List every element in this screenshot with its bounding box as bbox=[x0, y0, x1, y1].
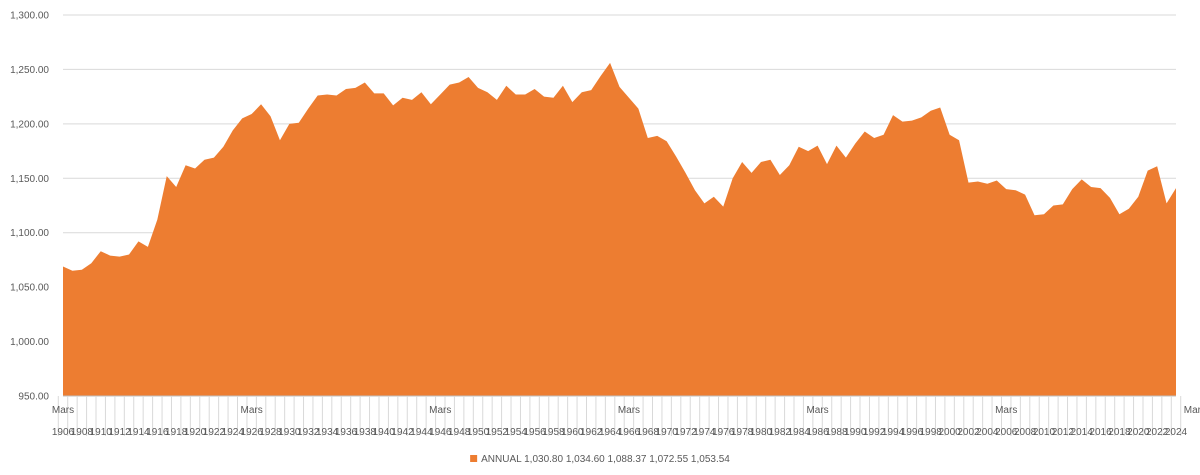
x-tick-label: 2018 bbox=[1108, 427, 1131, 438]
y-tick-label: 1,250.00 bbox=[10, 65, 49, 76]
y-tick-label: 1,300.00 bbox=[10, 11, 49, 22]
x-tick-label: 1962 bbox=[580, 427, 603, 438]
y-axis: 950.00 1,000.00 1,050.00 1,100.00 1,150.00 1,… bbox=[10, 11, 49, 403]
x-tick-label: 2024 bbox=[1165, 427, 1188, 438]
x-tick-label: 1998 bbox=[920, 427, 943, 438]
x-tick-label: 2010 bbox=[1033, 427, 1056, 438]
x-tick-label: 1918 bbox=[165, 427, 188, 438]
x-tick-label: 1942 bbox=[391, 427, 414, 438]
x-tick-label: 2008 bbox=[1014, 427, 1037, 438]
x-tick-label: 1992 bbox=[863, 427, 886, 438]
x-tick-label: 1956 bbox=[523, 427, 546, 438]
y-tick-label: 1,150.00 bbox=[10, 174, 49, 185]
x-tick-label: 1930 bbox=[278, 427, 301, 438]
x-tick-label: 1970 bbox=[656, 427, 679, 438]
x-group-label: Mars bbox=[1184, 405, 1200, 416]
x-tick-label: 1960 bbox=[561, 427, 584, 438]
legend-swatch bbox=[470, 455, 478, 462]
x-tick-label: 1910 bbox=[90, 427, 113, 438]
annual-area-series bbox=[63, 62, 1176, 397]
x-tick-label: 1938 bbox=[354, 427, 377, 438]
x-tick-label: 2012 bbox=[1052, 427, 1075, 438]
x-tick-label: 1972 bbox=[674, 427, 697, 438]
y-tick-label: 1,200.00 bbox=[10, 119, 49, 130]
x-tick-label: 1996 bbox=[901, 427, 924, 438]
x-tick-label: 1984 bbox=[788, 427, 811, 438]
x-group-label: Mars bbox=[806, 405, 828, 416]
x-tick-label: 1958 bbox=[542, 427, 565, 438]
x-tick-label: 1978 bbox=[731, 427, 754, 438]
x-tick-label: 2022 bbox=[1146, 427, 1169, 438]
y-tick-label: 1,100.00 bbox=[10, 228, 49, 239]
legend: ANNUAL 1,030.80 1,034.60 1,088.37 1,072.… bbox=[470, 454, 730, 465]
x-tick-label: 1908 bbox=[71, 427, 94, 438]
x-tick-label: 1968 bbox=[637, 427, 660, 438]
x-group-label: Mars bbox=[52, 405, 74, 416]
x-tick-label: 1994 bbox=[882, 427, 905, 438]
x-tick-label: 1928 bbox=[259, 427, 282, 438]
x-tick-label: 1988 bbox=[825, 427, 848, 438]
x-tick-label: 1948 bbox=[448, 427, 471, 438]
x-tick-label: 1906 bbox=[52, 427, 75, 438]
x-group-label: Mars bbox=[241, 405, 263, 416]
x-tick-label: 1936 bbox=[335, 427, 358, 438]
x-tick-label: 2014 bbox=[1071, 427, 1094, 438]
x-tick-label: 1990 bbox=[844, 427, 867, 438]
x-tick-label: 1952 bbox=[486, 427, 509, 438]
x-tick-label: 1920 bbox=[184, 427, 207, 438]
x-tick-label: 1926 bbox=[241, 427, 264, 438]
x-tick-label: 1924 bbox=[222, 427, 245, 438]
x-tick-label: 1974 bbox=[693, 427, 716, 438]
x-tick-label: 1932 bbox=[297, 427, 320, 438]
legend-label: ANNUAL 1,030.80 1,034.60 1,088.37 1,072.… bbox=[481, 454, 730, 465]
y-tick-label: 1,000.00 bbox=[10, 337, 49, 348]
x-axis: 1906190819101912191419161918192019221924… bbox=[52, 395, 1200, 438]
x-tick-label: 2000 bbox=[939, 427, 962, 438]
y-tick-label: 1,050.00 bbox=[10, 283, 49, 294]
x-tick-label: 1912 bbox=[108, 427, 131, 438]
x-group-label: Mars bbox=[429, 405, 451, 416]
x-tick-label: 1950 bbox=[467, 427, 490, 438]
x-tick-label: 1946 bbox=[429, 427, 452, 438]
x-tick-label: 1986 bbox=[806, 427, 829, 438]
x-tick-label: 2020 bbox=[1127, 427, 1150, 438]
x-tick-label: 1976 bbox=[712, 427, 735, 438]
x-tick-label: 2002 bbox=[957, 427, 980, 438]
x-tick-label: 1954 bbox=[505, 427, 528, 438]
x-group-label: Mars bbox=[995, 405, 1017, 416]
x-tick-label: 1940 bbox=[373, 427, 396, 438]
y-tick-label: 950.00 bbox=[18, 392, 49, 403]
x-tick-label: 2004 bbox=[976, 427, 999, 438]
x-tick-label: 1964 bbox=[599, 427, 622, 438]
x-tick-label: 2006 bbox=[995, 427, 1018, 438]
x-tick-label: 1944 bbox=[410, 427, 433, 438]
x-tick-label: 1922 bbox=[203, 427, 226, 438]
x-group-label: Mars bbox=[618, 405, 640, 416]
x-tick-label: 1982 bbox=[769, 427, 792, 438]
x-tick-label: 1966 bbox=[618, 427, 641, 438]
x-tick-label: 1916 bbox=[146, 427, 169, 438]
x-tick-label: 2016 bbox=[1089, 427, 1112, 438]
x-tick-label: 1914 bbox=[127, 427, 150, 438]
x-tick-label: 1980 bbox=[750, 427, 773, 438]
x-tick-label: 1934 bbox=[316, 427, 339, 438]
